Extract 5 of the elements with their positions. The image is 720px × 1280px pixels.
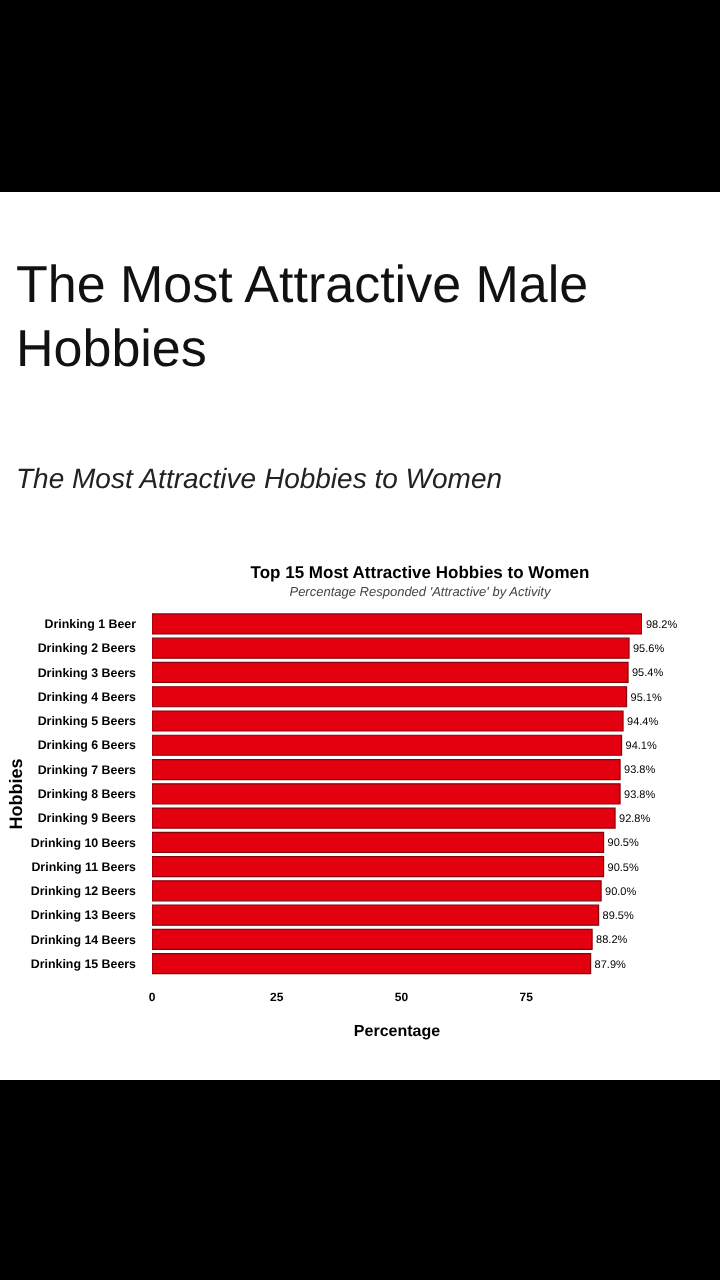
chart-subtitle: The Most Attractive Hobbies to Women — [16, 462, 503, 494]
chart-title: The Most Attractive Male Hobbies — [16, 252, 591, 380]
y-axis-title: Hobbies — [6, 758, 27, 830]
text: Top 15 Most Attractive Hobbies to Women — [248, 562, 592, 582]
x-axis-title: Percentage — [353, 1022, 442, 1040]
